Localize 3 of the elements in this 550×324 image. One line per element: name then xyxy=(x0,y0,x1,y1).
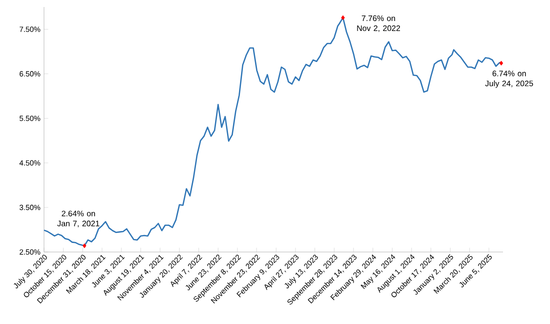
point xyxy=(82,243,86,248)
point xyxy=(499,60,504,66)
point xyxy=(341,15,345,20)
